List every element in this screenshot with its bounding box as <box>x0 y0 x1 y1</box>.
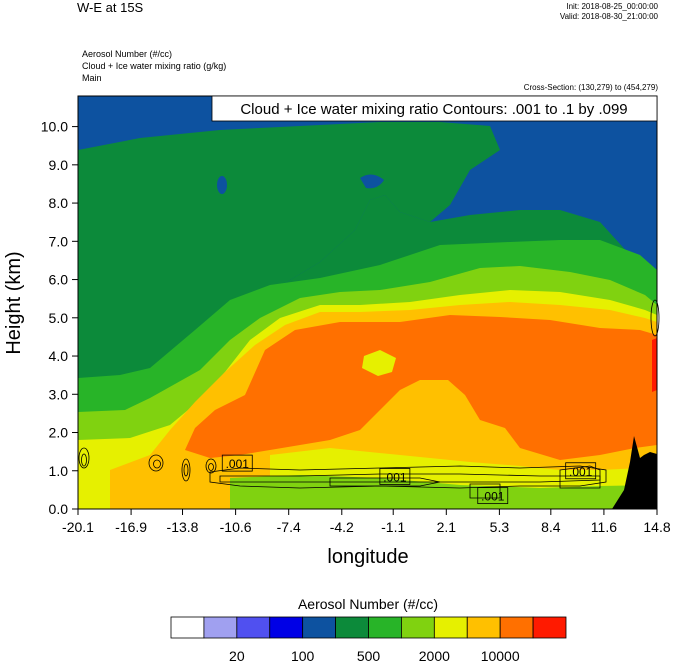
y-tick-label: 1.0 <box>49 463 69 479</box>
colorbar-tick-label: 20 <box>229 648 245 664</box>
contour-label: .001 <box>383 470 407 484</box>
colorbar-tick-label: 100 <box>291 648 315 664</box>
colorbar: 20 100 500 2000 10000 <box>170 616 567 664</box>
x-tick-label: -13.8 <box>167 519 199 535</box>
contour-label-box <box>477 487 509 505</box>
y-axis: 0.0 1.0 2.0 3.0 4.0 5.0 6.0 7.0 8.0 9.0 10.0 <box>41 119 78 517</box>
x-tick-label: -1.1 <box>381 519 405 535</box>
contour-label: .001 <box>481 490 505 504</box>
colorbar-swatch <box>433 616 468 639</box>
field-label-main: Main <box>82 73 102 83</box>
colorbar-swatch <box>203 616 238 639</box>
y-tick-label: 8.0 <box>49 195 69 211</box>
contour-label-box <box>379 468 411 485</box>
valid-time: Valid: 2018-08-30_21:00:00 <box>559 12 658 21</box>
contour-label-box <box>221 454 253 472</box>
field-label-aerosol: Aerosol Number (#/cc) <box>82 49 173 59</box>
contour-labels: .001 .001 .001 .001 <box>221 454 597 505</box>
colorbar-swatch <box>269 616 304 639</box>
init-time: Init: 2018-08-25_00:00:00 <box>566 2 658 11</box>
x-tick-label: 8.4 <box>541 519 561 535</box>
colorbar-swatch <box>401 616 435 639</box>
colorbar-tick-label: 2000 <box>419 648 450 664</box>
colorbar-swatch <box>335 616 369 639</box>
field-label-cloud-ice: Cloud + Ice water mixing ratio (g/kg) <box>82 61 227 71</box>
x-tick-label: -10.6 <box>220 519 252 535</box>
x-tick-label: -7.4 <box>277 519 301 535</box>
colorbar-swatch <box>170 616 205 639</box>
colorbar-swatch <box>368 616 402 639</box>
contour-title-box: Cloud + Ice water mixing ratio Contours:… <box>211 95 658 122</box>
colorbar-swatch <box>236 616 271 639</box>
y-tick-label: 10.0 <box>41 119 68 135</box>
x-axis-label: longitude <box>327 546 408 568</box>
y-axis-label: Height (km) <box>3 251 25 354</box>
y-tick-label: 9.0 <box>49 157 69 173</box>
x-axis: -20.1 -16.9 -13.8 -10.6 -7.4 -4.2 -1.1 2.1 5.3 8.… <box>62 509 671 535</box>
plot-title: W-E at 15S <box>77 0 144 15</box>
y-tick-label: 7.0 <box>49 233 69 249</box>
contour-label-box <box>565 462 597 480</box>
x-tick-label: -4.2 <box>330 519 354 535</box>
x-tick-label: 5.3 <box>490 519 510 535</box>
colorbar-swatch <box>302 616 336 639</box>
contour-label: .001 <box>569 465 593 479</box>
colorbar-swatch <box>466 616 501 639</box>
y-tick-label: 0.0 <box>49 501 69 517</box>
y-tick-label: 6.0 <box>49 272 69 288</box>
y-tick-label: 5.0 <box>49 310 69 326</box>
contour-label: .001 <box>226 457 250 471</box>
x-tick-label: -20.1 <box>62 519 94 535</box>
contour-title: Cloud + Ice water mixing ratio Contours:… <box>240 101 627 118</box>
colorbar-swatch <box>499 616 534 639</box>
cross-section-label: Cross-Section: (130,279) to (454,279) <box>523 83 658 92</box>
x-tick-label: -16.9 <box>115 519 147 535</box>
y-tick-label: 4.0 <box>49 348 69 364</box>
colorbar-tick-label: 10000 <box>481 648 520 664</box>
y-tick-label: 3.0 <box>49 386 69 402</box>
x-tick-label: 11.6 <box>591 519 617 535</box>
y-tick-label: 2.0 <box>49 425 69 441</box>
x-tick-label: 14.8 <box>643 519 670 535</box>
colorbar-swatch <box>532 616 567 639</box>
aerosol-field <box>78 96 657 509</box>
x-tick-label: 2.1 <box>437 519 457 535</box>
colorbar-title: Aerosol Number (#/cc) <box>297 596 439 612</box>
colorbar-tick-label: 500 <box>357 648 381 664</box>
